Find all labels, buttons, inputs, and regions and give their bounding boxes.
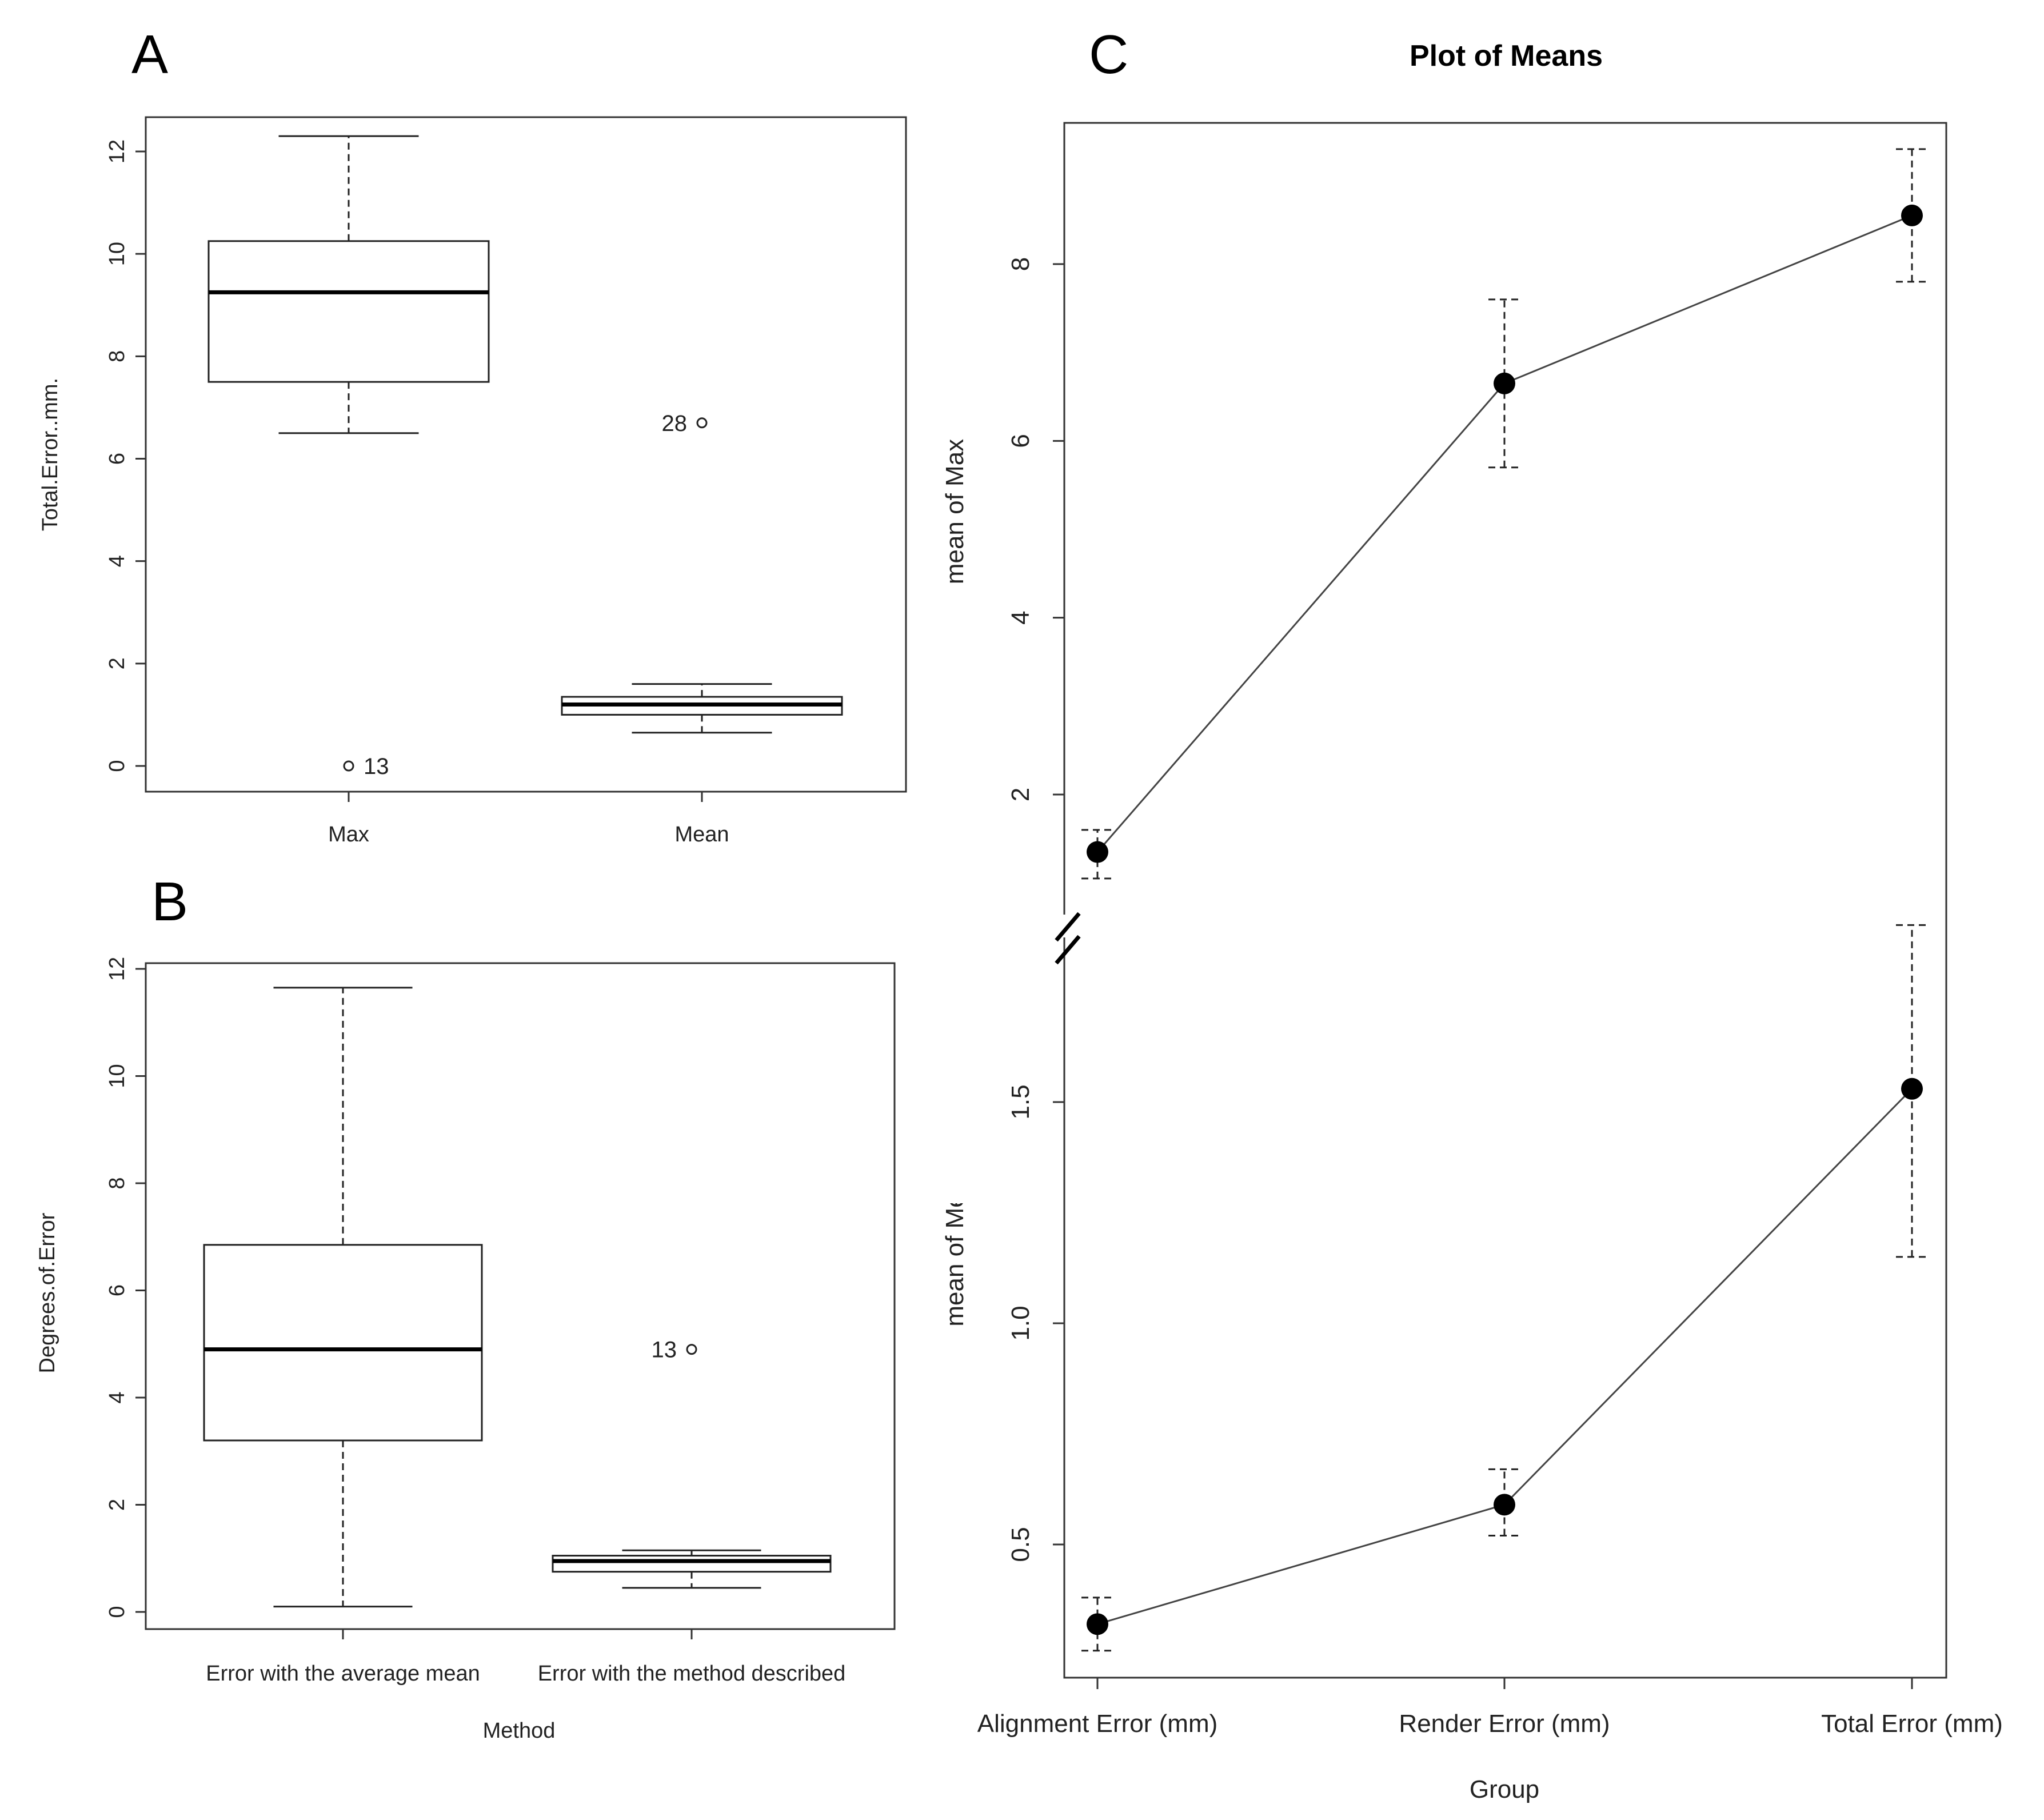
panel-a-y-tick-label-4: 8 (105, 350, 129, 362)
panel-b-box-1-outlier-0 (686, 1344, 697, 1355)
panel-c-x-tick-label-total-error: Total Error (mm) (1821, 1710, 2003, 1738)
panel-letter-a: A (131, 24, 168, 85)
panel-a-y-tick-label-6: 12 (105, 139, 129, 163)
panel-letter-b: B (151, 871, 188, 932)
panel-b-y-tick-label-0: 0 (105, 1606, 129, 1618)
panel-a-box-1-outlier-0 (696, 417, 708, 429)
panel-a-x-axis: Max Mean (328, 823, 729, 847)
panel-c-axis-break-mark-1 (1055, 912, 1081, 942)
panel-c-x-axis: Alignment Error (mm) Render Error (mm) T… (977, 1678, 2003, 1738)
panel-c-plot-of-means: Plot of Means mean of Max mean of Mean G… (941, 39, 2003, 1803)
panel-c-upper-y-tick-label-3: 8 (1007, 257, 1035, 271)
panel-c-upper-y-tick-label-1: 4 (1007, 610, 1035, 624)
panel-a-box-0-iqr-box (207, 240, 490, 383)
panel-c-upper-mean-point-1 (1494, 372, 1515, 394)
panel-c-lower-mean-point-0 (1087, 1613, 1108, 1635)
panel-b-y-tick-label-5: 10 (105, 1064, 129, 1088)
panel-a-box-1-outlier-label-0: 28 (662, 411, 688, 436)
panel-b-x-tick-label-method-described: Error with the method described (538, 1662, 846, 1686)
panel-b-boxes: 13 (203, 987, 832, 1608)
panel-c-upper-mean-point-2 (1901, 204, 1923, 226)
panel-a-box-0-outlier-0 (343, 760, 354, 772)
panel-b-x-tick-label-average-mean: Error with the average mean (206, 1662, 480, 1686)
panel-b-box-0-iqr-box (203, 1244, 483, 1442)
panel-b-y-tick-label-3: 6 (105, 1284, 129, 1296)
panel-b-boxplot: Degrees.of.Error Method 0 2 4 6 8 10 12 Error … (35, 957, 896, 1743)
panel-b-y-axis: 0 2 4 6 8 10 12 (105, 957, 693, 1639)
panel-c-title: Plot of Means (1410, 39, 1603, 73)
panel-c-lower-y-axis-label: mean of Mean (941, 1166, 969, 1326)
panel-a-y-tick-label-0: 0 (105, 760, 129, 772)
panel-a-y-axis: 0 2 4 6 8 10 12 (105, 139, 703, 802)
panel-c-x-tick-label-alignment-error: Alignment Error (mm) (977, 1710, 1218, 1738)
panel-c-axis-break-mark-2 (1055, 935, 1081, 965)
panel-a-y-tick-label-3: 6 (105, 453, 129, 465)
panel-c-x-axis-label: Group (1470, 1775, 1539, 1803)
panel-a-boxes: 13 28 (207, 135, 843, 779)
panel-b-box-1-iqr-box (552, 1555, 832, 1573)
panel-a-plot-frame (145, 116, 907, 793)
panel-c-plot-frame (1063, 122, 1947, 1679)
panel-a-y-tick-label-5: 10 (105, 242, 129, 266)
panel-letter-c: C (1089, 24, 1128, 85)
panel-c-lower-y-tick-label-2: 1.5 (1007, 1084, 1035, 1119)
panel-b-y-tick-label-6: 12 (105, 957, 129, 981)
panel-c-upper-y-tick-label-2: 6 (1007, 434, 1035, 448)
panel-c-lower-series (1081, 924, 1928, 1652)
panel-c-upper-y-axis-label: mean of Max (941, 439, 969, 584)
panel-b-y-axis-label: Degrees.of.Error (35, 1212, 59, 1373)
panel-c-y-axes: 2 4 6 8 0.5 1.0 1.5 (1007, 257, 1064, 1562)
panel-b-plot-frame (145, 962, 896, 1630)
panel-a-y-axis-label: Total.Error..mm. (38, 378, 62, 531)
panel-b-y-tick-label-1: 2 (105, 1499, 129, 1511)
panel-c-lower-mean-point-2 (1901, 1077, 1923, 1100)
panel-b-y-tick-label-4: 8 (105, 1177, 129, 1189)
panel-b-box-1-outlier-label-0: 13 (652, 1338, 677, 1363)
panel-c-lower-y-axis-label-clip: mean of Mean (941, 1166, 969, 1327)
panel-b-y-tick-label-2: 4 (105, 1391, 129, 1403)
panel-c-lower-y-tick-label-1: 1.0 (1007, 1306, 1035, 1340)
panel-c-lower-mean-line (1097, 1088, 1913, 1625)
panel-a-y-tick-label-2: 4 (105, 555, 129, 567)
panel-a-boxplot: Total.Error..mm. 0 2 4 6 8 10 12 Max Mean 13 28 (38, 116, 907, 847)
panel-c-upper-series (1081, 148, 1928, 880)
panel-c-lower-y-tick-label-0: 0.5 (1007, 1527, 1035, 1562)
panel-a-x-tick-label-max: Max (328, 823, 369, 847)
panel-b-x-axis-label: Method (483, 1719, 556, 1743)
panel-c-upper-mean-point-0 (1087, 841, 1108, 863)
panel-c-lower-mean-point-1 (1494, 1494, 1515, 1516)
panel-c-upper-y-tick-label-0: 2 (1007, 788, 1035, 801)
panel-a-x-tick-label-mean: Mean (674, 823, 729, 847)
panel-a-box-0-outlier-label-0: 13 (364, 754, 389, 779)
panel-c-x-tick-label-render-error: Render Error (mm) (1399, 1710, 1610, 1738)
panel-b-x-axis: Error with the average mean Error with t… (206, 1662, 845, 1686)
panel-a-y-tick-label-1: 2 (105, 657, 129, 669)
panel-c-upper-mean-line (1096, 214, 1913, 853)
